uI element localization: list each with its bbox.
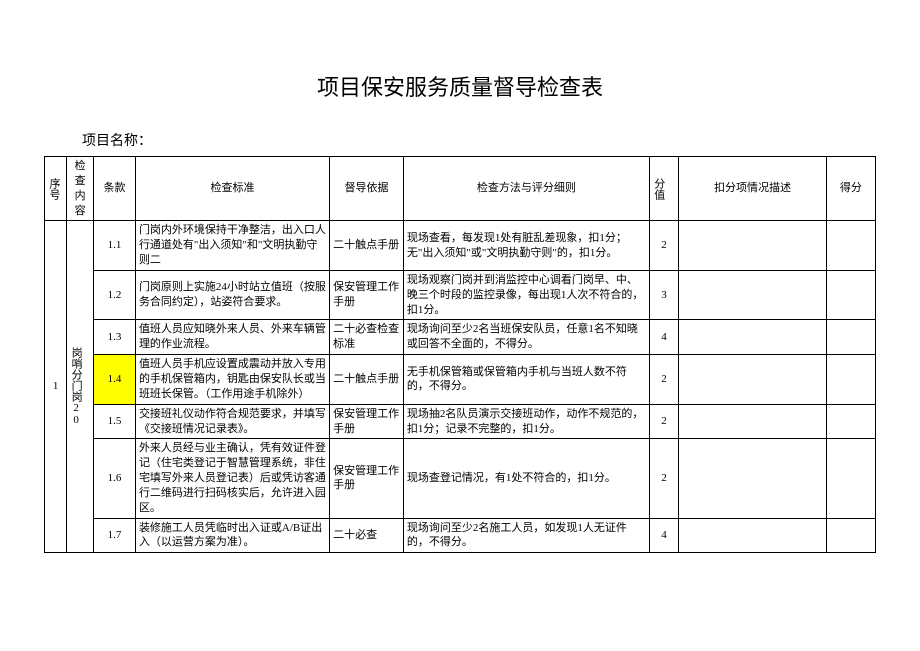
cell-clause: 1.5 [94, 404, 136, 439]
page-title: 项目保安服务质量督导检查表 [44, 70, 876, 102]
cell-basis: 二十必查 [330, 518, 404, 553]
cell-standard: 门岗内外环境保持干净整洁，出入口人行通道处有"出入须知"和"文明执勤守则二 [135, 221, 329, 271]
cell-score: 2 [649, 221, 679, 271]
cell-deduct-desc [679, 439, 827, 518]
col-basis: 督导依据 [330, 157, 404, 221]
cell-basis: 二十必查检查标准 [330, 320, 404, 355]
cell-standard: 装修施工人员凭临时出入证或A/B证出入（以运营方案为准）。 [135, 518, 329, 553]
cell-got [826, 320, 875, 355]
cell-standard: 值班人员手机应设置成震动并放入专用的手机保管箱内，钥匙由保安队长或当班班长保管。… [135, 355, 329, 405]
cell-deduct-desc [679, 404, 827, 439]
table-row: 1岗哨分门岗201.1门岗内外环境保持干净整洁，出入口人行通道处有"出入须知"和… [45, 221, 876, 271]
cell-standard: 外来人员经与业主确认，凭有效证件登记（住宅类登记于智慧管理系统，非住宅填写外来人… [135, 439, 329, 518]
cell-got [826, 270, 875, 320]
cell-basis: 保安管理工作手册 [330, 439, 404, 518]
table-row: 1.4值班人员手机应设置成震动并放入专用的手机保管箱内，钥匙由保安队长或当班班长… [45, 355, 876, 405]
col-score: 分值 [649, 157, 679, 221]
cell-standard: 交接班礼仪动作符合规范要求，并填写《交接班情况记录表》。 [135, 404, 329, 439]
cell-got [826, 355, 875, 405]
cell-clause: 1.7 [94, 518, 136, 553]
table-header-row: 序号 检查内容 条款 检查标准 督导依据 检查方法与评分细则 分值 扣分项情况描… [45, 157, 876, 221]
col-standard: 检查标准 [135, 157, 329, 221]
table-row: 1.5交接班礼仪动作符合规范要求，并填写《交接班情况记录表》。保安管理工作手册现… [45, 404, 876, 439]
cell-basis: 保安管理工作手册 [330, 404, 404, 439]
col-got: 得分 [826, 157, 875, 221]
cell-deduct-desc [679, 221, 827, 271]
cell-clause: 1.1 [94, 221, 136, 271]
cell-clause: 1.6 [94, 439, 136, 518]
cell-method: 现场抽2名队员演示交接班动作，动作不规范的，扣1分；记录不完整的，扣1分。 [403, 404, 649, 439]
cell-method: 现场询问至少2名当班保安队员，任意1名不知晓或回答不全面的，不得分。 [403, 320, 649, 355]
table-row: 1.3值班人员应知晓外来人员、外来车辆管理的作业流程。二十必查检查标准现场询问至… [45, 320, 876, 355]
cell-method: 现场观察门岗并到消监控中心调看门岗早、中、晚三个时段的监控录像，每出现1人次不符… [403, 270, 649, 320]
col-deduct-desc: 扣分项情况描述 [679, 157, 827, 221]
cell-method: 现场查看，每发现1处有脏乱差现象，扣1分；无"出入须知"或"文明执勤守则"的，扣… [403, 221, 649, 271]
cell-basis: 二十触点手册 [330, 221, 404, 271]
cell-basis: 保安管理工作手册 [330, 270, 404, 320]
project-name-label: 项目名称： [82, 130, 876, 150]
cell-deduct-desc [679, 518, 827, 553]
cell-clause: 1.3 [94, 320, 136, 355]
table-row: 1.6外来人员经与业主确认，凭有效证件登记（住宅类登记于智慧管理系统，非住宅填写… [45, 439, 876, 518]
cell-score: 2 [649, 355, 679, 405]
cell-deduct-desc [679, 355, 827, 405]
table-row: 1.2门岗原则上实施24小时站立值班（按服务合同约定），站姿符合要求。保安管理工… [45, 270, 876, 320]
cell-deduct-desc [679, 270, 827, 320]
col-seq: 序号 [45, 157, 67, 221]
cell-got [826, 518, 875, 553]
col-method: 检查方法与评分细则 [403, 157, 649, 221]
cell-basis: 二十触点手册 [330, 355, 404, 405]
cell-score: 4 [649, 320, 679, 355]
col-clause: 条款 [94, 157, 136, 221]
cell-deduct-desc [679, 320, 827, 355]
cell-score: 2 [649, 404, 679, 439]
cell-seq: 1 [45, 221, 67, 553]
cell-clause: 1.2 [94, 270, 136, 320]
table-row: 1.7装修施工人员凭临时出入证或A/B证出入（以运营方案为准）。二十必查现场询问… [45, 518, 876, 553]
inspection-table: 序号 检查内容 条款 检查标准 督导依据 检查方法与评分细则 分值 扣分项情况描… [44, 156, 876, 553]
cell-score: 2 [649, 439, 679, 518]
cell-standard: 门岗原则上实施24小时站立值班（按服务合同约定），站姿符合要求。 [135, 270, 329, 320]
cell-score: 4 [649, 518, 679, 553]
cell-category: 岗哨分门岗20 [67, 221, 94, 553]
cell-clause: 1.4 [94, 355, 136, 405]
cell-method: 现场询问至少2名施工人员，如发现1人无证件的，不得分。 [403, 518, 649, 553]
col-category: 检查内容 [67, 157, 94, 221]
cell-method: 现场查登记情况，有1处不符合的，扣1分。 [403, 439, 649, 518]
cell-got [826, 221, 875, 271]
cell-method: 无手机保管箱或保管箱内手机与当班人数不符的，不得分。 [403, 355, 649, 405]
cell-got [826, 439, 875, 518]
cell-standard: 值班人员应知晓外来人员、外来车辆管理的作业流程。 [135, 320, 329, 355]
cell-score: 3 [649, 270, 679, 320]
cell-got [826, 404, 875, 439]
